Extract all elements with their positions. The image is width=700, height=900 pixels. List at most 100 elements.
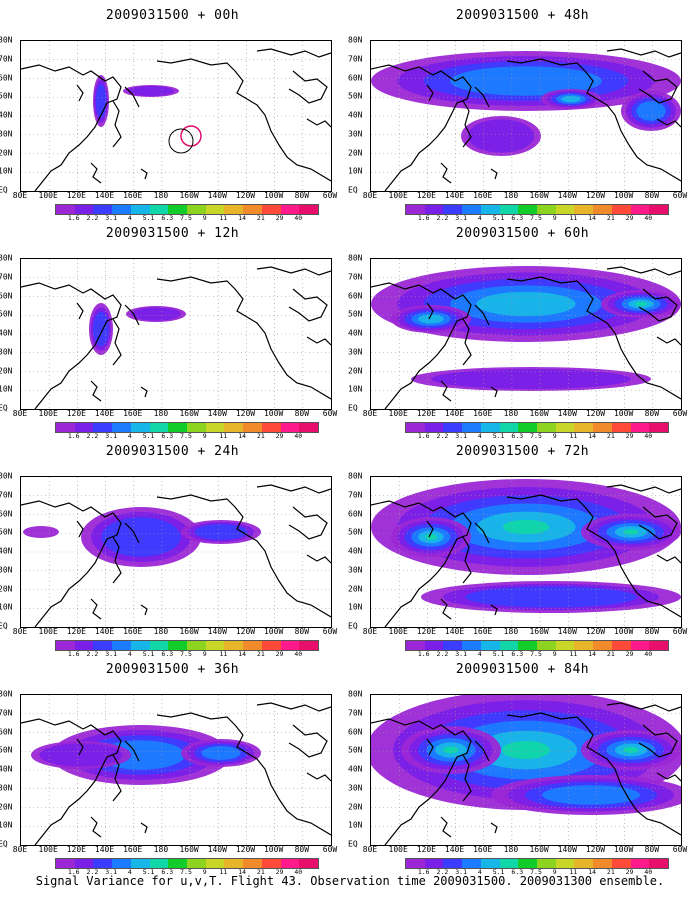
colorbar-level-label: 29 (275, 650, 284, 658)
colorbar-swatch (261, 423, 281, 432)
colorbar-swatch (130, 205, 150, 214)
longitude-label: 60W (322, 191, 338, 200)
colorbar-level-label: 3.1 (105, 432, 118, 440)
colorbar-level-label: 9 (552, 650, 557, 658)
longitude-label: 180 (153, 409, 169, 418)
longitude-label: 100W (263, 409, 284, 418)
latitude-label: 80N (0, 689, 13, 699)
latitude-label: 80N (0, 35, 13, 45)
latitude-label: 30N (0, 565, 13, 575)
colorbar-swatch (443, 205, 463, 214)
latitude-label: 70N (348, 490, 363, 500)
longitude-label: 100E (38, 409, 58, 418)
colorbar-swatch (130, 859, 150, 868)
map-plot (20, 476, 332, 628)
colorbar-swatch (168, 859, 188, 868)
graticule (371, 695, 681, 845)
colorbar-level-label: 2.2 (86, 868, 99, 876)
colorbar-swatch (630, 641, 650, 650)
latitude-label: 50N (0, 745, 13, 755)
latitude-label: 60N (0, 291, 13, 300)
longitude-label: 140W (207, 627, 227, 636)
map-panel: 2009031500 + 48h 80N 70N 60N 50N 40N 30N 20N 10N… (348, 8, 695, 222)
observation-circle (168, 128, 194, 154)
colorbar-swatch (74, 641, 94, 650)
longitude-label: 100E (388, 191, 408, 200)
map-panel: 2009031500 + 00h 80N 70N 60N 50N 40N 30N 20N 10N… (0, 8, 345, 222)
latitude-label: 80N (348, 471, 363, 481)
colorbar-labels: 1.6 2.2 3.1 4 5.1 6.3 7.5 9 11 14 21 29 40 (55, 650, 317, 660)
map-panel: 2009031500 + 36h 80N 70N 60N 50N 40N 30N 20N 10N… (0, 662, 345, 876)
latitude-label: 50N (348, 527, 363, 537)
longitude-label: 80W (294, 627, 310, 636)
colorbar-level-label: 6.3 (511, 214, 524, 222)
colorbar-level-label: 9 (552, 432, 557, 440)
longitude-label: 120E (66, 191, 86, 200)
colorbar-level-label: 5.1 (142, 868, 155, 876)
longitude-label: 60W (672, 409, 688, 418)
colorbar-swatch (205, 859, 225, 868)
colorbar-level-label: 11 (569, 650, 578, 658)
colorbar-swatch (611, 641, 631, 650)
latitude-label: 10N (348, 166, 363, 176)
map-plot (20, 40, 332, 192)
coastline (21, 484, 331, 627)
colorbar-swatch (187, 641, 206, 650)
colorbar-swatch (406, 859, 425, 868)
colorbar-level-label: 21 (606, 868, 615, 876)
longitude-label: 100W (613, 627, 634, 636)
coastline (371, 702, 681, 845)
longitude-label: 120E (66, 627, 86, 636)
longitude-label: 160E (473, 627, 493, 636)
colorbar-swatch (518, 641, 538, 650)
figure-caption: Signal Variance for u,v,T. Flight 43. Ob… (35, 874, 665, 888)
colorbar-swatch (574, 859, 594, 868)
colorbar (405, 204, 669, 215)
colorbar-level-label: 7.5 (530, 650, 542, 658)
colorbar-swatch (280, 641, 300, 650)
colorbar-level-label: 6.3 (511, 650, 524, 658)
latitude-label: 70N (0, 708, 13, 718)
colorbar-level-label: 40 (294, 650, 303, 658)
latitude-label: 30N (348, 347, 363, 357)
colorbar-level-label: 6.3 (161, 868, 174, 876)
colorbar-level-label: 40 (644, 650, 653, 658)
longitude-label: 180 (503, 627, 519, 636)
colorbar-swatch (280, 205, 300, 214)
variance-field (371, 51, 681, 156)
longitude-label: 80W (644, 409, 660, 418)
coastline (371, 266, 681, 409)
longitude-label: 180 (153, 627, 169, 636)
colorbar-swatch (261, 859, 281, 868)
colorbar-level-label: 11 (569, 868, 578, 876)
coastline (21, 702, 331, 845)
colorbar-level-label: 4 (477, 214, 482, 222)
latitude-label: EQ (0, 403, 8, 413)
colorbar-level-label: 3.1 (455, 214, 468, 222)
colorbar-swatch (424, 423, 444, 432)
colorbar-level-label: 14 (588, 214, 597, 222)
colorbar-level-label: 11 (219, 214, 228, 222)
map-plot (370, 694, 682, 846)
latitude-label: 10N (348, 820, 363, 830)
colorbar-level-label: 2.2 (86, 650, 99, 658)
latitude-label: 60N (0, 73, 13, 82)
colorbar-labels: 1.6 2.2 3.1 4 5.1 6.3 7.5 9 11 14 21 29 40 (405, 214, 667, 224)
longitude-label: 160W (179, 191, 199, 200)
colorbar-labels: 1.6 2.2 3.1 4 5.1 6.3 7.5 9 11 14 21 29 40 (55, 868, 317, 878)
colorbar-swatch (649, 205, 669, 214)
coastline (21, 266, 331, 409)
longitude-label: 100E (388, 409, 408, 418)
colorbar-level-label: 29 (275, 214, 284, 222)
longitude-label: 140E (94, 627, 115, 636)
latitude-label: 20N (348, 366, 363, 375)
latitude-label: 60N (348, 509, 363, 518)
colorbar-swatch (611, 423, 631, 432)
colorbar-swatch (630, 859, 650, 868)
colorbar-level-label: 5.1 (492, 650, 505, 658)
longitude-label: 100E (38, 191, 58, 200)
variance-field (371, 695, 681, 815)
latitude-label: 10N (0, 166, 13, 176)
colorbar-swatch (443, 859, 463, 868)
longitude-label: 100W (613, 409, 634, 418)
